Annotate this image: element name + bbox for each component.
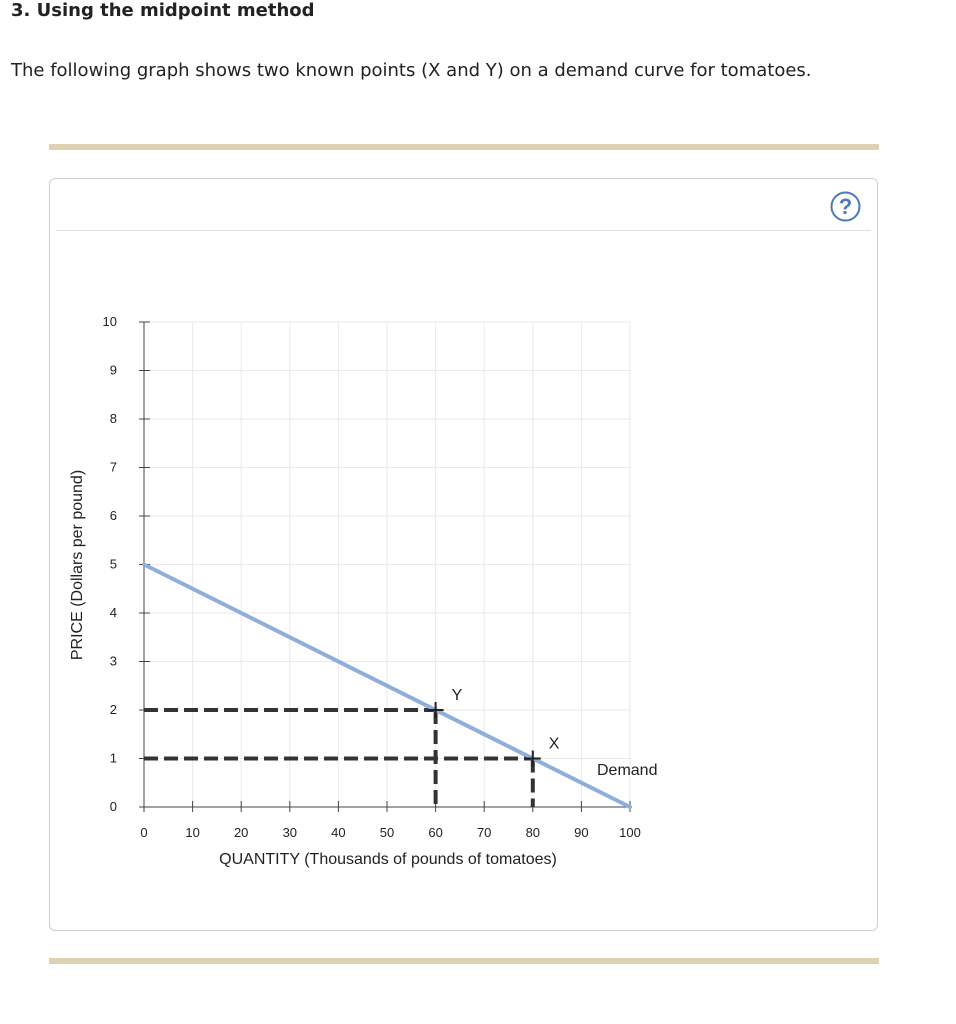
x-tick-label: 70	[477, 825, 491, 840]
help-icon-label: ?	[839, 194, 852, 219]
y-tick-label: 9	[110, 363, 117, 378]
point-label: Y	[452, 687, 463, 704]
graph-panel: ?	[49, 178, 878, 931]
y-axis-title: PRICE (Dollars per pound)	[69, 470, 86, 660]
question-title: 3. Using the midpoint method	[11, 0, 315, 21]
y-tick-label: 1	[110, 751, 117, 766]
y-tick-label: 8	[110, 411, 117, 426]
chart-series	[142, 562, 632, 809]
x-tick-label: 20	[234, 825, 248, 840]
bottom-divider-bar	[49, 958, 879, 964]
question-text: The following graph shows two known poin…	[11, 60, 812, 81]
help-icon	[830, 191, 861, 222]
top-divider-bar	[49, 144, 879, 150]
x-tick-label: 80	[526, 825, 540, 840]
x-tick-label: 100	[619, 825, 641, 840]
y-tick-label: 10	[103, 314, 117, 329]
x-tick-label: 50	[380, 825, 394, 840]
chart-grid	[144, 321, 631, 807]
panel-header-divider	[56, 230, 871, 231]
series-label-demand: Demand	[597, 762, 657, 779]
x-tick-label: 10	[185, 825, 199, 840]
y-tick-label: 6	[110, 508, 117, 523]
y-tick-label: 3	[110, 654, 117, 669]
point-guides	[144, 708, 535, 807]
y-tick-label: 4	[110, 605, 117, 620]
y-tick-label: 0	[110, 799, 117, 814]
x-axis-title: QUANTITY (Thousands of pounds of tomatoe…	[219, 851, 557, 868]
demand-curve	[142, 562, 632, 809]
x-tick-label: 30	[283, 825, 297, 840]
x-tick-label: 40	[331, 825, 345, 840]
y-tick-label: 7	[110, 460, 117, 475]
y-tick-label: 2	[110, 702, 117, 717]
x-tick-label: 60	[428, 825, 442, 840]
x-tick-label: 0	[140, 825, 147, 840]
x-tick-label: 90	[574, 825, 588, 840]
point-label: X	[549, 736, 560, 753]
y-tick-label: 5	[110, 557, 117, 572]
point-markers	[427, 702, 541, 767]
help-button[interactable]: ?	[830, 191, 861, 222]
